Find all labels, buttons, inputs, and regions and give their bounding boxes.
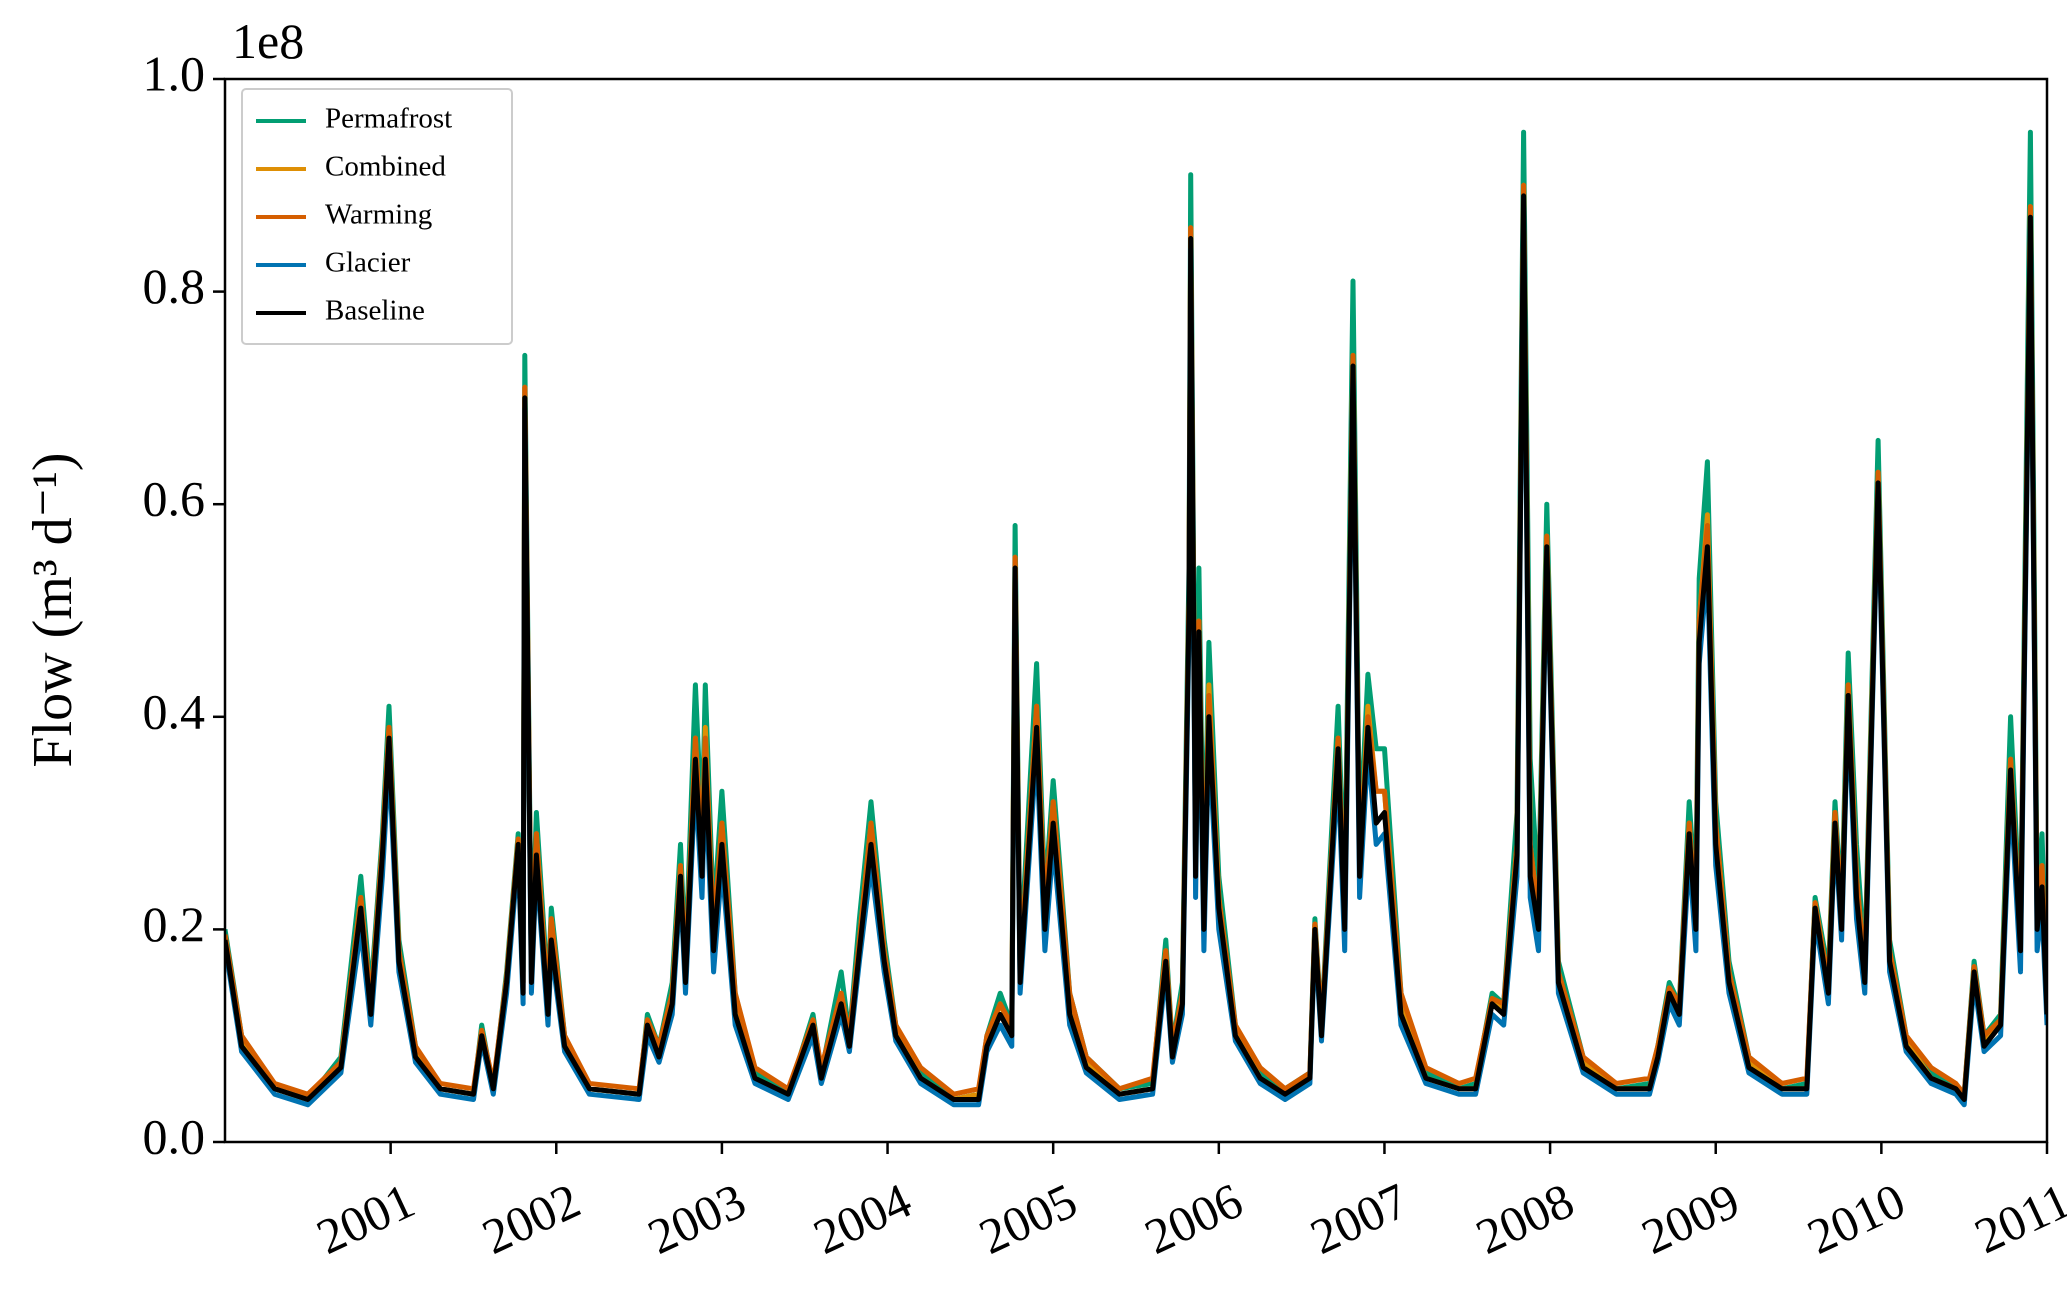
x-tick-label: 2003	[639, 1172, 753, 1265]
y-tick-label: 0.0	[143, 1108, 206, 1164]
legend-label: Glacier	[325, 247, 411, 279]
x-tick-label: 2007	[1302, 1172, 1416, 1265]
legend-label: Baseline	[325, 295, 425, 327]
plot-lines	[225, 129, 2047, 1108]
y-tick-label: 0.6	[143, 471, 206, 527]
x-tick-label: 2001	[308, 1172, 422, 1265]
x-tick-label: 2011	[1966, 1172, 2067, 1264]
x-tick-label: 2009	[1633, 1172, 1747, 1265]
y-tick-label: 0.8	[143, 258, 206, 314]
y-tick-label: 1.0	[143, 45, 206, 101]
legend-label: Permafrost	[325, 103, 452, 135]
offset-label: 1e8	[232, 13, 304, 69]
x-tick-label: 2010	[1799, 1172, 1913, 1265]
x-tick-label: 2005	[971, 1172, 1085, 1265]
x-tick-label: 2004	[805, 1172, 919, 1265]
legend-box	[241, 88, 513, 345]
y-axis-label: Flow (m³ d⁻¹)	[22, 452, 84, 767]
legend: Permafrost Combined Warming Glacier Baseline	[241, 88, 513, 345]
legend-label: Warming	[325, 199, 432, 231]
x-tick-label: 2008	[1468, 1172, 1582, 1265]
series-line	[225, 193, 2047, 1102]
x-tick-label: 2002	[474, 1172, 588, 1265]
x-tick-label: 2006	[1136, 1172, 1250, 1265]
plot-frame	[223, 77, 2049, 1144]
y-tick-label: 0.2	[143, 896, 206, 952]
legend-label: Combined	[325, 151, 446, 183]
y-tick-label: 0.4	[143, 683, 206, 739]
